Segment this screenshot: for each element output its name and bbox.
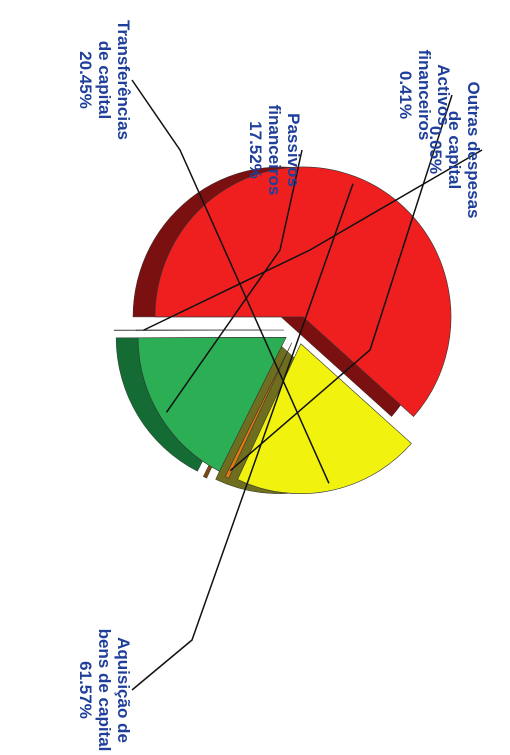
leader-line	[143, 149, 483, 331]
pie-slice	[237, 343, 412, 494]
slice-label: Outras despesasde capital0.05%	[426, 81, 483, 218]
pie-slice	[154, 166, 452, 418]
leader-line	[131, 183, 354, 691]
slice-label: Passivosfinanceiros17.52%	[246, 105, 303, 196]
leader-lines	[131, 79, 483, 691]
slice-label: Activosfinanceiros0.41%	[396, 50, 453, 141]
pie-slice	[224, 342, 293, 479]
slice-label: Transferênciasde capital20.45%	[76, 20, 133, 140]
slice-label: Aquisição debens de capital61.57%	[76, 629, 133, 752]
leader-line	[131, 79, 330, 484]
leader-line	[229, 94, 453, 472]
pie-slices	[135, 166, 452, 494]
slice-labels: Aquisição debens de capital61.57% Transfe…	[76, 20, 483, 751]
pie-slice	[137, 337, 287, 472]
leader-line	[165, 149, 303, 413]
